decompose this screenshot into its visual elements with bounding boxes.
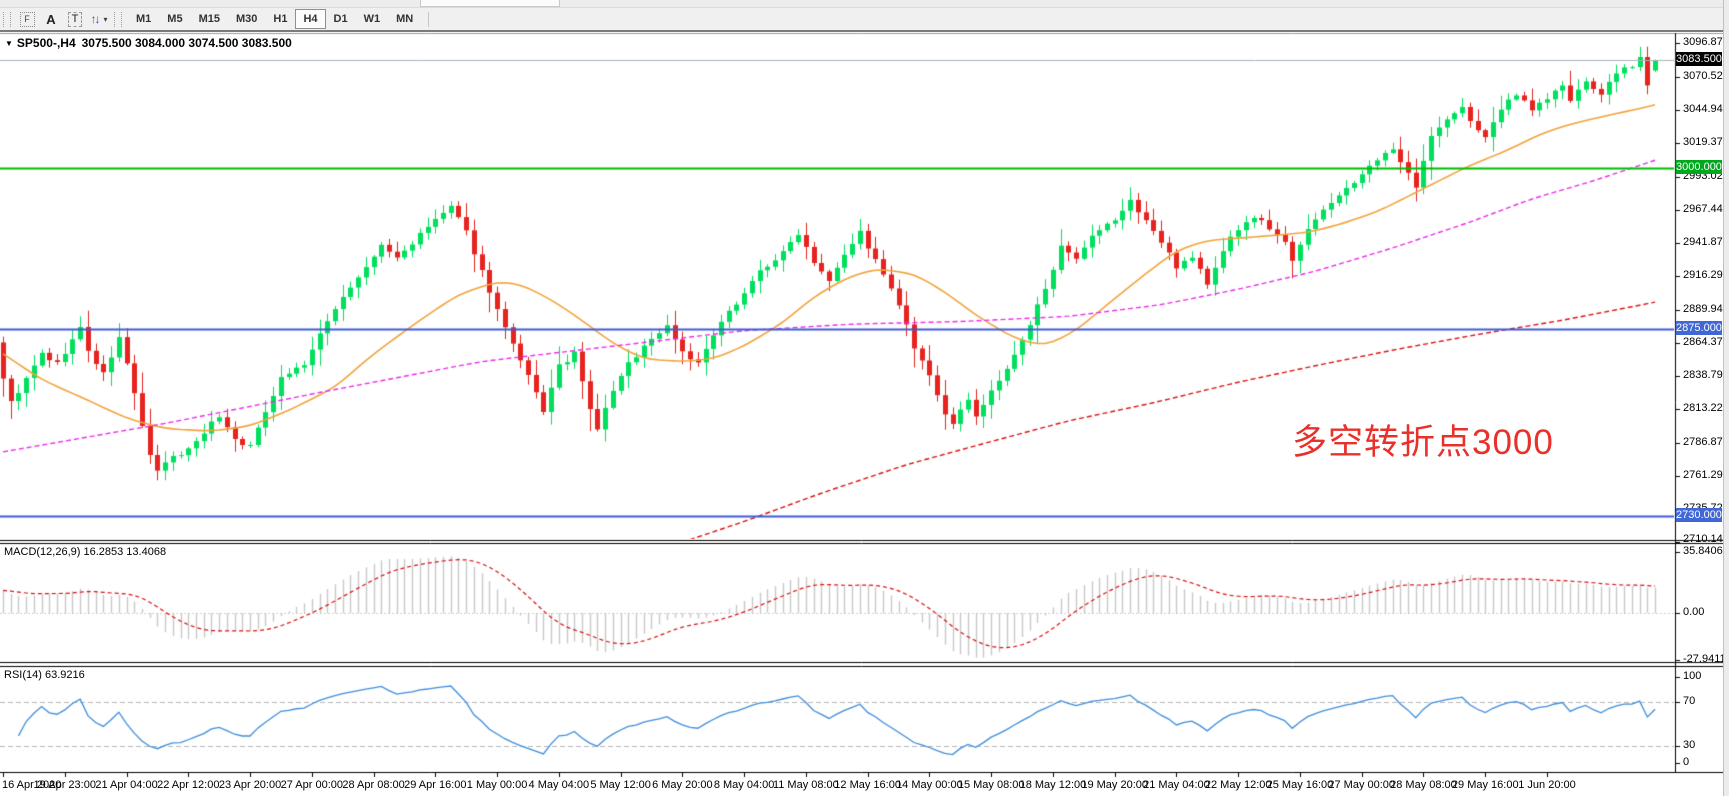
toolbar-grip[interactable] <box>3 11 11 27</box>
time-axis-label: 29 May 16:00 <box>1451 779 1519 791</box>
time-axis-label: 21 Apr 04:00 <box>95 779 158 791</box>
macd-scale-label: 35.8406 <box>1683 545 1723 558</box>
time-axis-label: 25 May 16:00 <box>1266 779 1334 791</box>
price-axis[interactable]: 3096.870 3070.520 3044.945 3019.370 2993.020… <box>1675 0 1729 796</box>
timeframe-button-h4[interactable]: H4 <box>295 9 326 29</box>
time-axis-label: 22 May 12:00 <box>1204 779 1272 791</box>
time-axis-label: 19 May 20:00 <box>1081 779 1148 791</box>
arrow-up-icon: ↑ <box>90 12 97 26</box>
time-axis-label: 12 May 16:00 <box>834 779 901 791</box>
price-tick-label: 2710.145 <box>1683 533 1729 545</box>
macd-scale-label: 0.00 <box>1683 606 1705 618</box>
bid-price-badge: 3083.500 <box>1676 52 1722 67</box>
price-tick-label: 2967.445 <box>1683 202 1729 215</box>
rsi-scale-label: 100 <box>1683 670 1702 682</box>
font-icon: A <box>46 11 56 27</box>
toolbar-grip[interactable] <box>114 11 122 27</box>
time-axis-label: 1 Jun 20:00 <box>1518 779 1576 791</box>
upper-toolbar-remnant <box>0 0 1729 8</box>
timeframe-button-m30[interactable]: M30 <box>235 13 258 25</box>
time-axis-label: 15 May 08:00 <box>957 779 1025 791</box>
rsi-name: RSI(14) <box>4 669 42 681</box>
macd-values: 16.2853 13.4068 <box>83 546 167 558</box>
timeframe-button-w1[interactable]: W1 <box>363 13 381 25</box>
rsi-scale-label: 0 <box>1683 756 1690 768</box>
price-tick-label: 3096.870 <box>1683 36 1729 48</box>
price-tick-label: 2864.370 <box>1683 335 1729 348</box>
rsi-indicator-label: RSI(14) 63.9216 <box>4 669 85 681</box>
timeframe-button-m1[interactable]: M1 <box>136 13 152 25</box>
time-axis-label: 4 May 04:00 <box>528 779 590 791</box>
timeframe-button-m15[interactable]: M15 <box>198 13 220 25</box>
rsi-value: 63.9216 <box>44 669 85 681</box>
text-icon: T <box>67 11 83 27</box>
price-tick-label: 2786.870 <box>1683 435 1729 448</box>
template-tool-button[interactable]: F <box>16 9 38 29</box>
level-badge-3000: 3000.000 <box>1676 159 1722 174</box>
timeframe-button-m5[interactable]: M5 <box>167 13 183 25</box>
timeframe-button-mn[interactable]: MN <box>396 13 414 25</box>
price-tick-label: 2916.295 <box>1683 268 1729 281</box>
window-edge <box>1723 0 1729 796</box>
time-axis-label: 16 Apr 2020 <box>2 779 62 791</box>
dropdown-caret-icon: ▾ <box>103 14 108 24</box>
chart-annotation-text[interactable]: 多空转折点3000 <box>1292 423 1554 462</box>
time-axis-label: 21 May 04:00 <box>1143 779 1210 791</box>
time-axis-label: 27 May 00:00 <box>1328 779 1396 791</box>
level-badge-2730: 2730.000 <box>1676 508 1722 523</box>
level-badge-2875: 2875.000 <box>1676 321 1722 336</box>
ohlc-values: 3075.500 3084.000 3074.500 3083.500 <box>81 36 292 50</box>
chart-window-border <box>0 30 1729 32</box>
font-tool-button[interactable]: A <box>40 9 62 29</box>
price-tick-label: 2941.870 <box>1683 235 1729 248</box>
time-axis-label: 14 May 00:00 <box>896 779 963 791</box>
time-axis-label: 8 May 04:00 <box>713 779 775 791</box>
price-tick-label: 2889.945 <box>1683 302 1729 315</box>
chart-title[interactable]: ▼ SP500-,H4 3075.500 3084.000 3074.500 308… <box>5 36 292 50</box>
price-tick-label: 3070.520 <box>1683 69 1729 82</box>
time-axis-label: 11 May 08:00 <box>772 779 839 791</box>
time-axis-label: 18 May 12:00 <box>1019 779 1087 791</box>
time-axis-label: 6 May 20:00 <box>652 779 713 791</box>
rsi-scale-label: 70 <box>1683 695 1696 707</box>
time-axis-label: 1 May 00:00 <box>466 779 528 791</box>
timeframe-group: M1 M5 M15 M30 H1 H4 D1 W1 MN <box>128 9 421 29</box>
price-tick-label: 3044.945 <box>1683 102 1729 115</box>
timeframe-button-h1[interactable]: H1 <box>273 13 288 25</box>
time-axis[interactable]: 16 Apr 2020 19 Apr 23:00 21 Apr 04:00 22 Ap… <box>0 772 1723 796</box>
time-axis-label: 23 Apr 20:00 <box>218 779 282 791</box>
time-axis-label: 5 May 12:00 <box>590 779 651 791</box>
time-axis-label: 28 Apr 08:00 <box>342 779 405 791</box>
arrows-tool-button[interactable]: ↑ ↓ ▾ <box>88 9 110 29</box>
macd-name: MACD(12,26,9) <box>4 546 81 558</box>
text-tool-button[interactable]: T <box>64 9 86 29</box>
frame-icon: F <box>19 11 35 27</box>
arrow-down-icon: ↓ <box>94 12 101 26</box>
time-axis-label: 28 May 08:00 <box>1390 779 1457 791</box>
toolbar-separator <box>428 11 430 27</box>
symbol-period-label: SP500-,H4 <box>16 36 76 50</box>
rsi-scale-label: 30 <box>1683 739 1696 751</box>
macd-indicator-label: MACD(12,26,9) 16.2853 13.4068 <box>4 546 166 558</box>
time-axis-label: 22 Apr 12:00 <box>157 779 220 791</box>
time-axis-label: 29 Apr 16:00 <box>404 779 467 791</box>
time-axis-label: 27 Apr 00:00 <box>280 779 343 791</box>
time-axis-label: 19 Apr 23:00 <box>33 779 96 791</box>
macd-scale-label: -27.9411 <box>1683 653 1726 666</box>
price-tick-label: 2813.220 <box>1683 401 1729 414</box>
timeframe-button-d1[interactable]: D1 <box>333 13 348 25</box>
upper-toolbar-box <box>420 0 560 7</box>
price-tick-label: 3019.370 <box>1683 135 1729 148</box>
symbol-dropdown-icon: ▼ <box>5 39 13 48</box>
price-tick-label: 2838.795 <box>1683 368 1729 381</box>
price-tick-label: 2761.295 <box>1683 468 1729 481</box>
main-toolbar: F A T ↑ ↓ ▾ M1 M5 M15 M30 H1 H4 D1 W1 MN <box>0 8 1729 30</box>
